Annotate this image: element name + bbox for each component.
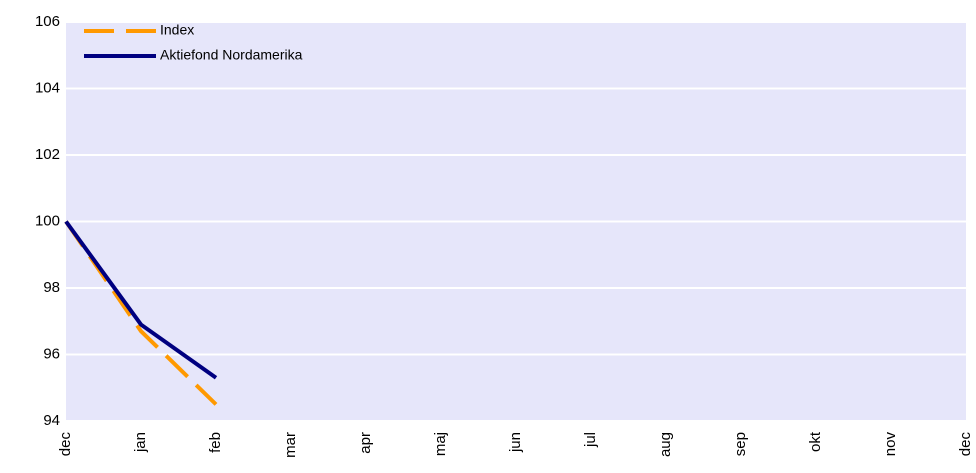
x-tick-label: apr	[357, 432, 374, 454]
legend-label: Index	[160, 22, 194, 38]
x-tick-label: jan	[132, 432, 149, 453]
x-tick-label: okt	[807, 431, 824, 452]
legend-label: Aktiefond Nordamerika	[160, 47, 303, 63]
x-tick-label: mar	[282, 432, 299, 458]
x-tick-label: jun	[507, 432, 524, 453]
x-tick-label: dec	[57, 432, 74, 457]
x-tick-label: jul	[582, 432, 599, 448]
x-tick-label: sep	[732, 432, 749, 456]
y-tick-label: 96	[43, 345, 60, 362]
x-tick-label: dec	[957, 432, 974, 457]
y-tick-label: 98	[43, 279, 60, 296]
y-tick-label: 94	[43, 412, 60, 429]
y-tick-label: 100	[35, 212, 60, 229]
x-tick-label: nov	[882, 432, 899, 457]
y-tick-label: 104	[35, 79, 60, 96]
line	[64, 220, 218, 380]
x-tick-label: feb	[207, 432, 224, 453]
x-tick-label: aug	[657, 432, 674, 457]
y-tick-label: 102	[35, 146, 60, 163]
x-tick-label: maj	[432, 432, 449, 456]
y-tick-label: 106	[35, 13, 60, 30]
